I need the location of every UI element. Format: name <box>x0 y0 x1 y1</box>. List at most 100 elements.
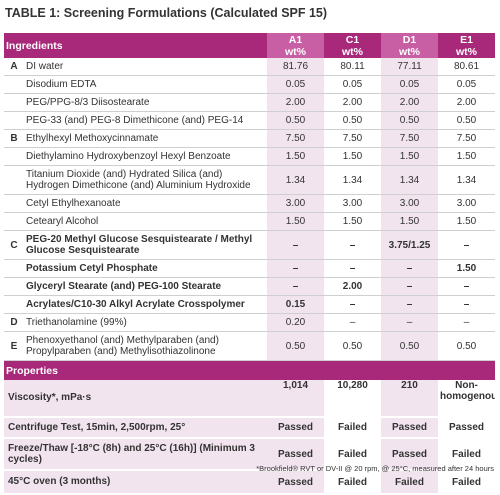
property-row: Freeze/Thaw [-18°C (8h) and 25°C (16h)] … <box>4 438 495 471</box>
cell-value: 1.34 <box>267 165 324 195</box>
property-value: Failed <box>438 470 495 495</box>
table-body: Ingredients A1 wt% C1 wt% D1 wt% E1 wt% A DI … <box>4 33 495 495</box>
column-header-e1: E1 wt% <box>438 33 495 58</box>
property-value: Failed <box>324 417 381 439</box>
cell-value: 0.50 <box>324 111 381 130</box>
ingredient-name: Phenoxyethanol (and) Methylparaben (and)… <box>24 331 267 361</box>
cell-value: 3.75/1.25 <box>381 230 438 260</box>
cell-value: 1.50 <box>381 212 438 231</box>
property-name: Freeze/Thaw [-18°C (8h) and 25°C (16h)] … <box>4 438 267 471</box>
section-label <box>4 295 24 314</box>
cell-value: 0.50 <box>438 111 495 130</box>
cell-value: 2.00 <box>381 93 438 112</box>
cell-value: 1.50 <box>381 147 438 166</box>
table-row: B Ethylhexyl Methoxycinnamate 7.50 7.50 7.50… <box>4 129 495 148</box>
section-label <box>4 194 24 213</box>
table-row: PEG-33 (and) PEG-8 Dimethicone (and) PEG… <box>4 111 495 130</box>
ingredient-name: Glyceryl Stearate (and) PEG-100 Stearate <box>24 277 267 296</box>
footnote: *Brookfield® RVT or DV-II @ 20 rpm, @ 25… <box>256 464 494 473</box>
ingredient-name: Ethylhexyl Methoxycinnamate <box>24 129 267 148</box>
cell-value: 0.50 <box>381 111 438 130</box>
table-row: D Triethanolamine (99%) 0.20– – – <box>4 313 495 332</box>
section-label <box>4 75 24 94</box>
ingredient-name: Potassium Cetyl Phosphate <box>24 259 267 278</box>
ingredient-name: Cetearyl Alcohol <box>24 212 267 231</box>
property-value: Passed <box>381 438 438 471</box>
cell-value: 0.05 <box>438 75 495 94</box>
cell-value: 1.50 <box>324 147 381 166</box>
property-value: Passed <box>267 438 324 471</box>
section-label: A <box>4 58 24 76</box>
page: TABLE 1: Screening Formulations (Calcula… <box>4 6 495 495</box>
cell-value: – <box>438 277 495 296</box>
cell-value: – <box>381 277 438 296</box>
ingredient-name: PEG-33 (and) PEG-8 Dimethicone (and) PEG… <box>24 111 267 130</box>
section-label <box>4 165 24 195</box>
column-name: D1 <box>402 33 417 46</box>
table-row: C PEG-20 Methyl Glucose Sesquistearate / … <box>4 230 495 260</box>
cell-value: – <box>381 313 438 332</box>
properties-header-row: Properties <box>4 360 495 380</box>
cell-value: 0.05 <box>381 75 438 94</box>
column-header-d1: D1 wt% <box>381 33 438 58</box>
property-value: Failed <box>324 438 381 471</box>
table-title: TABLE 1: Screening Formulations (Calcula… <box>5 6 328 20</box>
cell-value: 7.50 <box>324 129 381 148</box>
property-value: 210 <box>381 380 438 418</box>
section-label <box>4 259 24 278</box>
cell-value: 0.05 <box>267 75 324 94</box>
cell-value: – <box>324 259 381 278</box>
cell-value: – <box>267 277 324 296</box>
ingredient-name: DI water <box>24 58 267 76</box>
column-name: E1 <box>460 33 473 46</box>
cell-value: 7.50 <box>438 129 495 148</box>
cell-value: 1.50 <box>438 212 495 231</box>
cell-value: – <box>438 230 495 260</box>
cell-value: – <box>267 230 324 260</box>
cell-value: 3.00 <box>381 194 438 213</box>
ingredient-name: Titanium Dioxide (and) Hydrated Silica (… <box>24 165 267 195</box>
cell-value: 2.00 <box>267 93 324 112</box>
column-header-c1: C1 wt% <box>324 33 381 58</box>
table-row: A DI water 81.76 80.11 77.11 80.61 <box>4 58 495 76</box>
ingredient-name: Diethylamino Hydroxybenzoyl Hexyl Benzoa… <box>24 147 267 166</box>
cell-value: – <box>324 313 381 332</box>
property-value: 1,014 <box>267 380 324 418</box>
cell-value: 2.00 <box>324 277 381 296</box>
table-row: Diethylamino Hydroxybenzoyl Hexyl Benzoa… <box>4 147 495 166</box>
cell-value: 1.50 <box>438 147 495 166</box>
cell-value: 7.50 <box>267 129 324 148</box>
properties-header: Properties <box>4 360 495 380</box>
column-name: C1 <box>345 33 360 46</box>
property-value: Failed <box>438 438 495 471</box>
cell-value: 80.11 <box>324 58 381 76</box>
cell-value: 81.76 <box>267 58 324 76</box>
ingredient-name: PEG-20 Methyl Glucose Sesquistearate / M… <box>24 230 267 260</box>
column-header-a1: A1 wt% <box>267 33 324 58</box>
property-value: Passed <box>267 417 324 439</box>
property-value: Passed <box>267 470 324 495</box>
property-value: 10,280 <box>324 380 381 418</box>
table-row: Titanium Dioxide (and) Hydrated Silica (… <box>4 165 495 195</box>
property-value: Failed <box>324 470 381 495</box>
section-label <box>4 212 24 231</box>
table-row: Acrylates/C10-30 Alkyl Acrylate Crosspol… <box>4 295 495 314</box>
cell-value: 2.00 <box>438 93 495 112</box>
cell-value: – <box>324 230 381 260</box>
cell-value: – <box>381 259 438 278</box>
property-value: Failed <box>381 470 438 495</box>
cell-value: – <box>267 259 324 278</box>
property-row: Centrifuge Test, 15min, 2,500rpm, 25° Pas… <box>4 417 495 439</box>
section-label <box>4 111 24 130</box>
formulations-table: Ingredients A1 wt% C1 wt% D1 wt% E1 wt% A DI … <box>4 33 495 495</box>
cell-value: 2.00 <box>324 93 381 112</box>
cell-value: 77.11 <box>381 58 438 76</box>
property-value: Passed <box>381 417 438 439</box>
table-row: Cetyl Ethylhexanoate 3.00 3.00 3.00 3.00 <box>4 194 495 213</box>
property-row: Viscosity*, mPa·s 1,014 10,280 210 Non-homog… <box>4 380 495 418</box>
cell-value: 1.34 <box>324 165 381 195</box>
ingredients-header: Ingredients <box>4 33 267 58</box>
property-row: 45°C oven (3 months) Passed Failed Failed Fa… <box>4 470 495 495</box>
property-value: Non-homogenous <box>438 380 495 418</box>
cell-value: 0.20 <box>267 313 324 332</box>
